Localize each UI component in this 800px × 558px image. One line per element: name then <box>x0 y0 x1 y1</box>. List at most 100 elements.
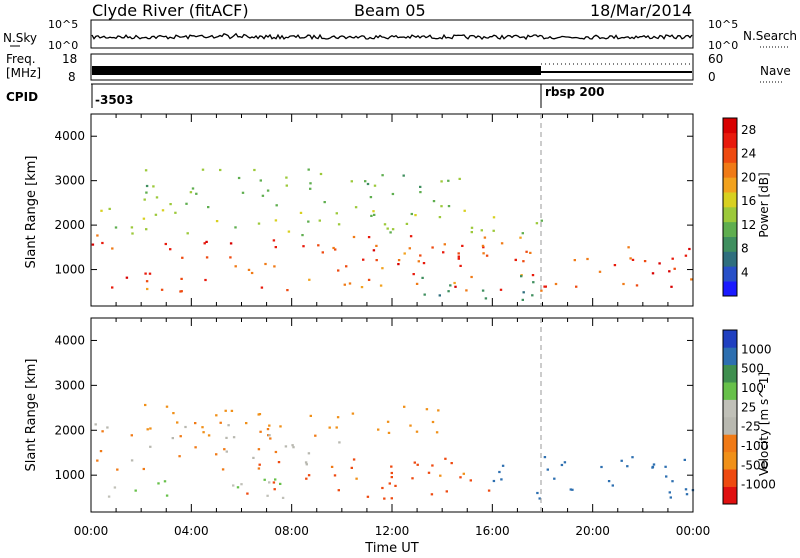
y-tick-label: 1000 <box>54 263 85 277</box>
data-cell <box>364 180 367 183</box>
colorbar-frame <box>722 117 738 297</box>
colorbar-segment <box>723 486 737 505</box>
data-cell <box>483 236 487 239</box>
data-cell <box>482 246 485 249</box>
data-cell <box>379 284 383 287</box>
velocity-yticks: 1000 2000 3000 4000 <box>54 333 693 482</box>
freq-tick-low: 8 <box>68 70 76 84</box>
data-cell <box>108 207 111 210</box>
data-cell <box>403 252 406 255</box>
data-cell <box>237 176 241 180</box>
data-cell <box>261 194 265 197</box>
power-yticks: 1000 2000 3000 4000 <box>54 129 693 277</box>
data-cell <box>598 270 602 273</box>
data-cell <box>431 246 434 249</box>
data-cell <box>204 278 207 282</box>
data-cell <box>257 222 261 225</box>
data-cell <box>487 489 491 492</box>
data-cell <box>281 496 285 499</box>
data-cell <box>125 276 129 279</box>
data-cell <box>332 246 335 250</box>
data-cell <box>651 272 655 275</box>
time-tick-label: 00:00 <box>74 524 109 538</box>
colorbar-tick-label: -1000 <box>741 478 776 492</box>
data-cell <box>631 456 634 459</box>
data-cell <box>272 239 276 242</box>
data-cell <box>544 285 547 288</box>
velocity-xticks <box>90 318 694 512</box>
data-cell <box>367 236 371 239</box>
data-cell <box>267 434 270 437</box>
y-tick-label: 3000 <box>54 174 85 188</box>
data-cell <box>423 293 426 296</box>
data-cell <box>352 235 356 239</box>
data-cell <box>258 463 261 466</box>
data-cell <box>410 212 413 216</box>
data-cell <box>485 254 489 257</box>
data-cell <box>442 251 445 254</box>
data-cell <box>569 488 572 491</box>
data-cell <box>352 458 356 461</box>
data-cell <box>144 169 148 172</box>
data-cell <box>462 472 465 475</box>
data-cell <box>411 477 414 480</box>
colorbar-segment <box>723 192 737 208</box>
data-cell <box>416 463 419 466</box>
data-cell <box>470 231 473 234</box>
data-cell <box>685 493 689 496</box>
data-cell <box>563 461 567 464</box>
data-cell <box>560 463 564 467</box>
data-cell <box>498 470 501 474</box>
data-cell <box>149 445 152 448</box>
data-cell <box>671 257 674 260</box>
data-cell <box>107 495 111 498</box>
data-cell <box>275 204 278 207</box>
power-colorbar-label: Power [dB] <box>757 172 771 237</box>
data-cell <box>366 182 370 186</box>
data-cell <box>219 421 222 424</box>
data-cell <box>607 480 611 483</box>
colorbar-segment <box>723 469 737 487</box>
data-cell <box>245 422 248 425</box>
data-cell <box>266 428 270 431</box>
data-cell <box>391 192 395 196</box>
data-cell <box>260 286 264 289</box>
data-cell <box>273 488 276 491</box>
data-cell <box>480 229 483 232</box>
data-cell <box>372 249 376 252</box>
data-cell <box>131 232 134 235</box>
data-cell <box>186 232 189 235</box>
colorbar-segment <box>723 451 737 470</box>
data-cell <box>319 172 323 176</box>
data-cell <box>274 219 278 222</box>
data-cell <box>492 229 495 232</box>
data-cell <box>470 226 474 229</box>
data-cell <box>100 209 103 212</box>
data-cell <box>101 241 104 245</box>
data-cell <box>250 271 254 275</box>
data-cell <box>307 220 310 223</box>
data-cell <box>284 445 288 448</box>
data-cell <box>500 242 504 245</box>
data-cell <box>106 426 109 429</box>
data-cell <box>412 273 415 276</box>
data-cell <box>554 282 558 286</box>
data-cell <box>575 285 578 288</box>
data-cell <box>457 257 460 260</box>
data-cell <box>394 484 397 487</box>
data-cell <box>287 230 291 233</box>
cpid-label: CPID <box>6 90 38 104</box>
data-cell <box>431 420 435 424</box>
data-cell <box>350 466 353 469</box>
data-cell <box>274 450 278 454</box>
data-cell <box>484 297 488 300</box>
velocity-panel-frame <box>90 317 694 513</box>
data-cell <box>179 290 182 293</box>
data-cell <box>658 262 661 265</box>
data-cell <box>438 216 442 219</box>
colorbar-segment <box>723 236 737 252</box>
data-cell <box>408 247 411 250</box>
colorbar-tick-label: 12 <box>741 218 756 232</box>
data-cell <box>684 488 688 491</box>
data-cell <box>447 205 451 208</box>
